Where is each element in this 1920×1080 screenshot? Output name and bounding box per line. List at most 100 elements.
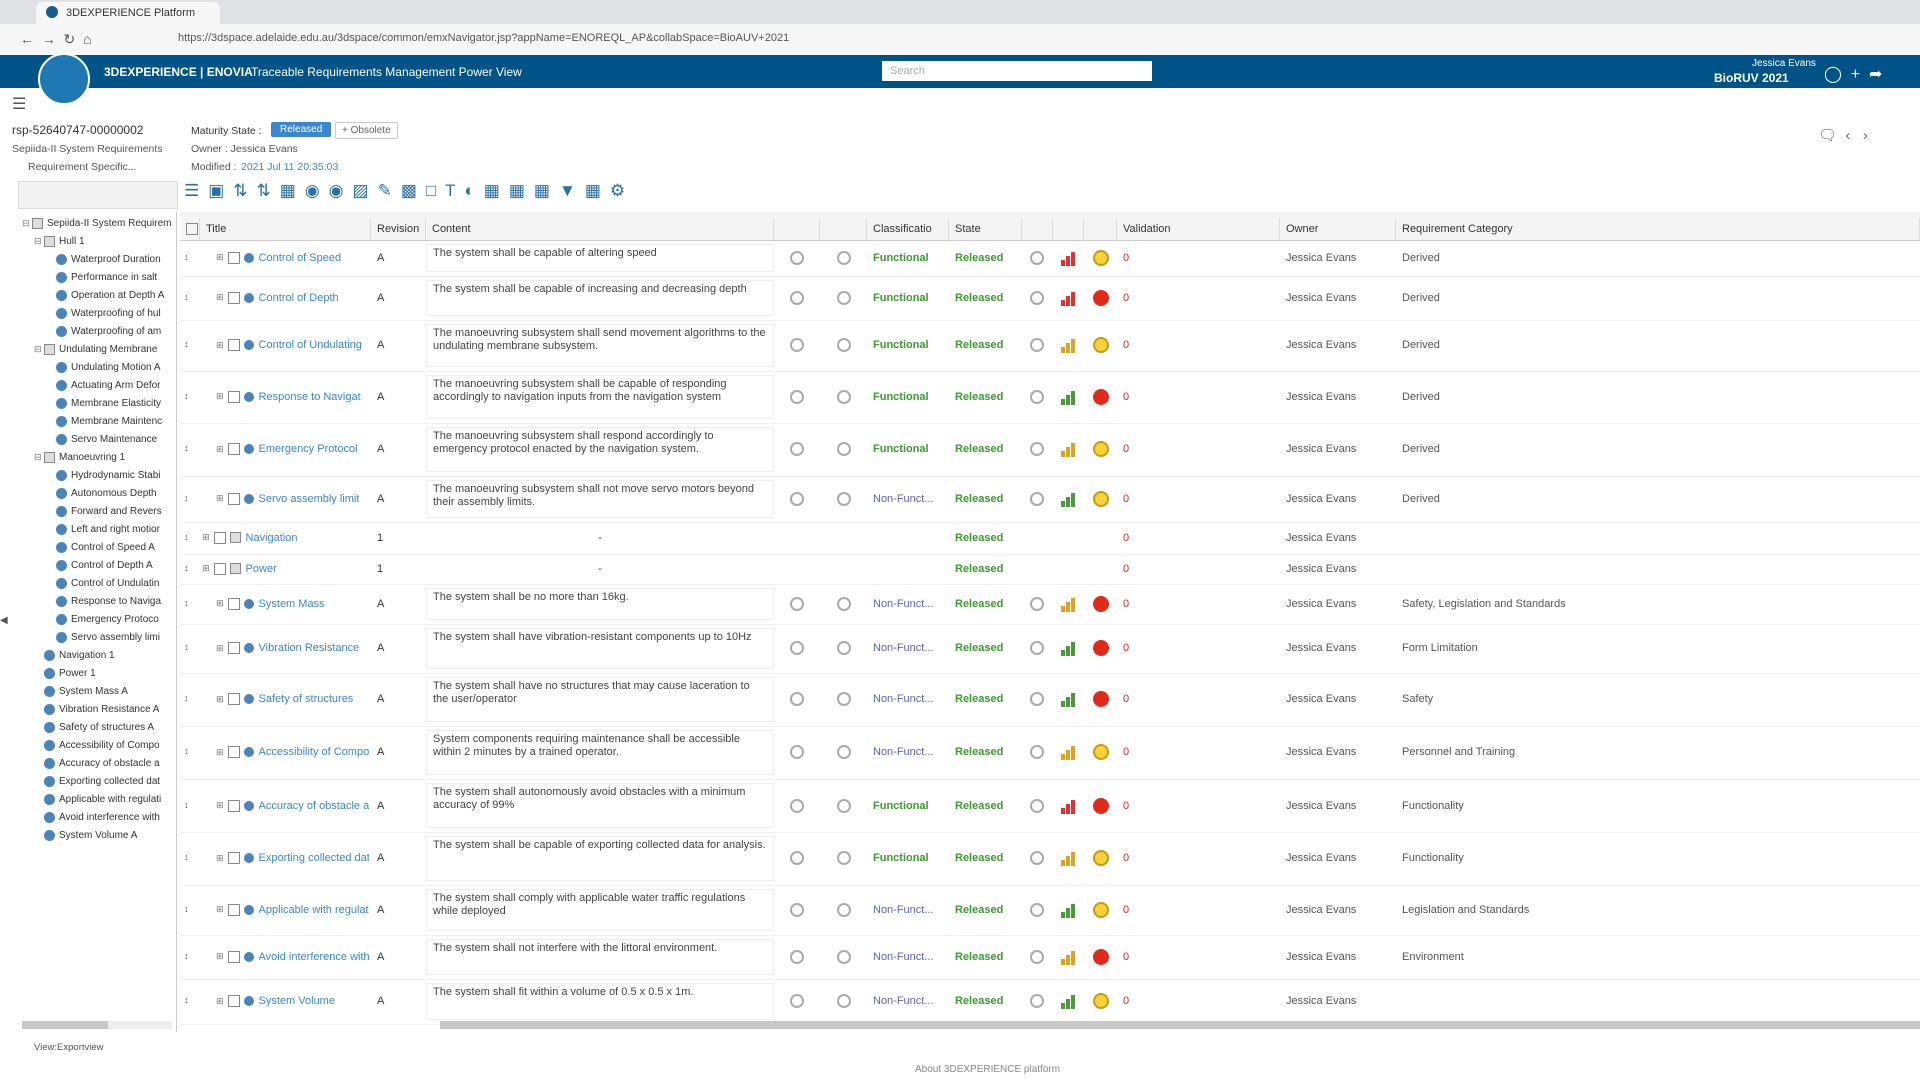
table-row[interactable]: ↕⊞System VolumeAThe system shall fit wit…: [180, 979, 1920, 1026]
expand[interactable]: ⊞: [216, 252, 224, 263]
about-link[interactable]: About 3DEXPERIENCE platform: [915, 1064, 1060, 1075]
tree-node[interactable]: Autonomous Depth: [46, 484, 172, 502]
tree-node[interactable]: Operation at Depth A: [46, 286, 172, 304]
menu-button[interactable]: ☰: [12, 94, 26, 114]
top-right-controls[interactable]: 🗨 ‹ ›: [1818, 126, 1868, 144]
table-row[interactable]: ↕⊞Navigation1-Released0Jessica Evans: [180, 522, 1920, 556]
column-header[interactable]: Title: [200, 218, 371, 240]
tree-node[interactable]: Servo Maintenance: [46, 430, 172, 448]
title[interactable]: Accessibility of Compon: [259, 746, 369, 758]
browser-tab[interactable]: 3DEXPERIENCE Platform: [36, 2, 220, 24]
row-checkbox[interactable]: [228, 800, 240, 812]
title[interactable]: Control of Depth: [259, 292, 339, 304]
row-checkbox[interactable]: [228, 951, 240, 963]
tree-node[interactable]: Servo assembly limi: [46, 628, 172, 646]
table-row[interactable]: ↕⊞Control of DepthAThe system shall be c…: [180, 276, 1920, 322]
expander[interactable]: ⊟: [34, 344, 43, 355]
tree-node[interactable]: ⊟Hull 1: [34, 232, 172, 250]
row-checkbox[interactable]: [214, 532, 226, 544]
tree-node[interactable]: Accessibility of Compo: [34, 736, 172, 754]
tree-node[interactable]: Waterproofing of hul: [46, 304, 172, 322]
column-header[interactable]: [820, 218, 867, 240]
column-header[interactable]: Requirement Category: [1396, 218, 1920, 240]
tree-node[interactable]: ⊟Undulating Membrane: [34, 340, 172, 358]
row-checkbox[interactable]: [228, 746, 240, 758]
expander[interactable]: ⊟: [34, 452, 43, 463]
table-row[interactable]: ↕⊞Vibration ResistanceAThe system shall …: [180, 624, 1920, 675]
column-header[interactable]: [180, 218, 200, 240]
title[interactable]: System Volume: [259, 995, 335, 1007]
table-row[interactable]: ↕⊞Control of SpeedAThe system shall be c…: [180, 240, 1920, 277]
title[interactable]: Emergency Protocol: [259, 443, 358, 455]
row-checkbox[interactable]: [228, 391, 240, 403]
expand[interactable]: ⊞: [216, 904, 224, 915]
tree-node[interactable]: Membrane Elasticity: [46, 394, 172, 412]
title[interactable]: Exporting collected data: [259, 852, 369, 864]
title[interactable]: Control of Speed: [259, 252, 342, 264]
expander[interactable]: ⊟: [22, 218, 31, 229]
table-row[interactable]: ↕⊞Avoid interference with lAThe system s…: [180, 935, 1920, 980]
title[interactable]: Applicable with regulatic: [259, 904, 369, 916]
search-box[interactable]: Search: [882, 61, 1152, 81]
tree-node[interactable]: Left and right motior: [46, 520, 172, 538]
title[interactable]: Servo assembly limit: [259, 493, 360, 505]
maturity-state[interactable]: Released: [271, 122, 331, 137]
tree-node[interactable]: ⊟Sepiida-II System Requirem: [22, 214, 172, 232]
table-row[interactable]: ↕⊞Safety of structuresAThe system shall …: [180, 673, 1920, 727]
tree-node[interactable]: Membrane Maintenc: [46, 412, 172, 430]
column-header[interactable]: [1022, 218, 1053, 240]
column-header[interactable]: [774, 218, 820, 240]
title[interactable]: System Mass: [259, 598, 325, 610]
toolbar[interactable]: ☰▣⇅⇅▦◉◉▨✎▩□T◐▦▦▦▼▦⚙: [184, 181, 824, 207]
tree-node[interactable]: Exporting collected dat: [34, 772, 172, 790]
expand[interactable]: ⊞: [202, 532, 210, 543]
row-checkbox[interactable]: [228, 995, 240, 1007]
tree-node[interactable]: Power 1: [34, 664, 172, 682]
table-row[interactable]: ↕⊞Applicable with regulaticAThe system s…: [180, 885, 1920, 936]
row-checkbox[interactable]: [228, 642, 240, 654]
expand[interactable]: ⊞: [216, 951, 224, 962]
tree-node[interactable]: Hydrodynamic Stabi: [46, 466, 172, 484]
expand[interactable]: ⊞: [216, 643, 224, 654]
tree-node[interactable]: Undulating Motion A: [46, 358, 172, 376]
title[interactable]: Navigation: [246, 532, 298, 544]
row-checkbox[interactable]: [228, 693, 240, 705]
table-row[interactable]: ↕⊞Emergency ProtocolAThe manoeuvring sub…: [180, 423, 1920, 477]
expand[interactable]: ⊞: [216, 800, 224, 811]
row-checkbox[interactable]: [228, 904, 240, 916]
table-row[interactable]: ↕⊞Control of UndulatingAThe manoeuvring …: [180, 320, 1920, 372]
table-row[interactable]: ↕⊞Servo assembly limitAThe manoeuvring s…: [180, 476, 1920, 523]
tree-node[interactable]: Response to Naviga: [46, 592, 172, 610]
obsolete-button[interactable]: + Obsolete: [335, 122, 398, 139]
title[interactable]: Response to Navigat: [259, 391, 361, 403]
expand[interactable]: ⊞: [216, 444, 224, 455]
column-header[interactable]: [1084, 218, 1117, 240]
expand[interactable]: ⊞: [216, 996, 224, 1007]
tree-node[interactable]: Control of Depth A: [46, 556, 172, 574]
row-checkbox[interactable]: [228, 493, 240, 505]
title[interactable]: Accuracy of obstacle av: [259, 800, 369, 812]
tree-node[interactable]: Waterproofing of am: [46, 322, 172, 340]
expand[interactable]: ⊞: [216, 292, 224, 303]
table-row[interactable]: ↕⊞System MassAThe system shall be no mor…: [180, 584, 1920, 625]
collab-space[interactable]: BioRUV 2021: [1714, 71, 1789, 85]
table-row[interactable]: ↕⊞Power1-Released0Jessica Evans: [180, 554, 1920, 585]
row-checkbox[interactable]: [228, 598, 240, 610]
url[interactable]: https://3dspace.adelaide.edu.au/3dspace/…: [178, 32, 789, 44]
table-row[interactable]: ↕⊞Accessibility of ComponASystem compone…: [180, 726, 1920, 781]
tree-node[interactable]: Performance in salt: [46, 268, 172, 286]
tree-node[interactable]: Actuating Arm Defor: [46, 376, 172, 394]
title[interactable]: Avoid interference with l: [259, 951, 369, 963]
expand[interactable]: ⊞: [216, 853, 224, 864]
row-checkbox[interactable]: [214, 563, 226, 575]
column-header[interactable]: Classificatio: [867, 218, 949, 240]
tree-node[interactable]: System Mass A: [34, 682, 172, 700]
column-header[interactable]: Owner: [1280, 218, 1396, 240]
title[interactable]: Power: [246, 563, 277, 575]
tree-node[interactable]: Emergency Protoco: [46, 610, 172, 628]
table-row[interactable]: ↕⊞Exporting collected dataAThe system sh…: [180, 832, 1920, 886]
tree-node[interactable]: Waterproof Duration: [46, 250, 172, 268]
table-row[interactable]: ↕⊞Accuracy of obstacle avAThe system sha…: [180, 779, 1920, 833]
tree-node[interactable]: Vibration Resistance A: [34, 700, 172, 718]
expander[interactable]: ⊟: [34, 236, 43, 247]
